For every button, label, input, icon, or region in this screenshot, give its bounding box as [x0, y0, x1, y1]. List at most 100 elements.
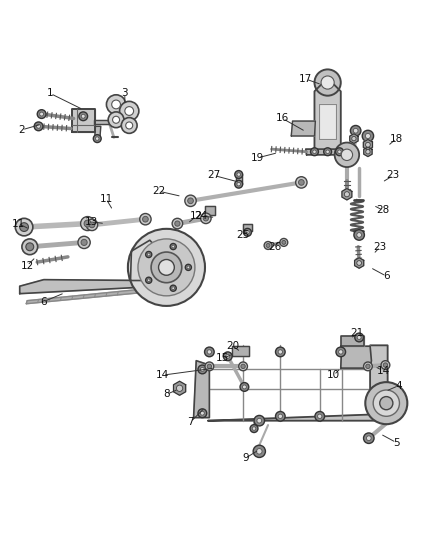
- Circle shape: [321, 76, 334, 89]
- Circle shape: [126, 122, 133, 129]
- Circle shape: [125, 107, 134, 115]
- Circle shape: [24, 241, 36, 253]
- Circle shape: [276, 347, 285, 357]
- Text: 7: 7: [187, 417, 194, 427]
- Circle shape: [106, 95, 126, 114]
- Polygon shape: [342, 189, 352, 200]
- Polygon shape: [341, 336, 364, 346]
- Circle shape: [39, 112, 44, 116]
- Circle shape: [112, 100, 120, 109]
- Circle shape: [336, 148, 343, 156]
- Polygon shape: [26, 289, 141, 304]
- Circle shape: [362, 130, 374, 142]
- Polygon shape: [291, 121, 315, 136]
- Circle shape: [257, 449, 262, 454]
- Circle shape: [237, 173, 240, 176]
- Text: 27: 27: [207, 171, 220, 180]
- Text: 28: 28: [377, 205, 390, 215]
- Text: 10: 10: [327, 370, 340, 380]
- Circle shape: [380, 397, 393, 410]
- Circle shape: [252, 427, 256, 430]
- Circle shape: [185, 195, 196, 206]
- Circle shape: [207, 350, 212, 354]
- Text: 19: 19: [251, 153, 264, 163]
- Circle shape: [280, 238, 288, 246]
- Polygon shape: [95, 126, 101, 140]
- Circle shape: [207, 364, 212, 368]
- Circle shape: [146, 252, 152, 257]
- Circle shape: [315, 411, 325, 421]
- Circle shape: [86, 219, 98, 231]
- Circle shape: [172, 287, 175, 289]
- Circle shape: [159, 260, 174, 275]
- Text: 9: 9: [242, 454, 249, 463]
- Polygon shape: [94, 120, 110, 124]
- Circle shape: [201, 367, 204, 372]
- Circle shape: [147, 253, 150, 256]
- Circle shape: [26, 243, 34, 251]
- Polygon shape: [236, 174, 242, 184]
- Text: 4: 4: [395, 381, 402, 391]
- Text: 12: 12: [21, 261, 34, 271]
- Polygon shape: [341, 346, 371, 368]
- Circle shape: [364, 362, 372, 371]
- Circle shape: [172, 245, 175, 248]
- Polygon shape: [205, 206, 215, 215]
- Circle shape: [185, 264, 191, 270]
- Circle shape: [366, 150, 370, 154]
- Polygon shape: [20, 280, 147, 294]
- Text: 14: 14: [377, 366, 390, 376]
- Circle shape: [276, 411, 285, 421]
- Circle shape: [142, 216, 148, 222]
- Circle shape: [198, 365, 207, 374]
- Text: 22: 22: [152, 186, 165, 196]
- Text: 18: 18: [390, 134, 403, 143]
- Polygon shape: [194, 361, 209, 418]
- Text: 15: 15: [216, 353, 229, 364]
- Circle shape: [244, 229, 251, 236]
- Circle shape: [381, 361, 390, 369]
- Text: 13: 13: [85, 217, 98, 227]
- Circle shape: [278, 350, 283, 354]
- Circle shape: [172, 219, 183, 229]
- Circle shape: [170, 244, 176, 249]
- Polygon shape: [232, 346, 249, 356]
- Circle shape: [15, 219, 33, 236]
- Circle shape: [336, 347, 346, 357]
- Circle shape: [354, 230, 364, 240]
- Text: 3: 3: [121, 88, 128, 99]
- Circle shape: [335, 142, 359, 167]
- Circle shape: [313, 150, 316, 154]
- Circle shape: [266, 244, 270, 247]
- Text: 20: 20: [226, 341, 240, 351]
- Circle shape: [240, 383, 249, 391]
- Circle shape: [357, 335, 361, 340]
- Circle shape: [223, 352, 232, 361]
- Polygon shape: [355, 258, 364, 268]
- Circle shape: [177, 385, 183, 391]
- Text: 21: 21: [350, 328, 364, 338]
- Circle shape: [198, 409, 207, 418]
- Circle shape: [314, 69, 341, 96]
- Circle shape: [93, 135, 101, 142]
- Circle shape: [140, 214, 151, 225]
- Circle shape: [282, 240, 286, 245]
- Circle shape: [357, 261, 361, 265]
- Circle shape: [151, 252, 182, 282]
- Polygon shape: [319, 104, 336, 140]
- Polygon shape: [72, 109, 95, 132]
- Circle shape: [250, 425, 258, 432]
- Polygon shape: [243, 223, 252, 231]
- Text: 23: 23: [374, 242, 387, 252]
- Text: 25: 25: [237, 230, 250, 240]
- Circle shape: [78, 236, 90, 248]
- Polygon shape: [208, 345, 388, 421]
- Circle shape: [146, 277, 152, 284]
- Circle shape: [365, 382, 407, 424]
- Circle shape: [120, 101, 139, 120]
- Circle shape: [37, 110, 46, 118]
- Circle shape: [36, 124, 40, 128]
- Circle shape: [243, 385, 246, 389]
- Polygon shape: [364, 140, 372, 150]
- Circle shape: [84, 220, 91, 227]
